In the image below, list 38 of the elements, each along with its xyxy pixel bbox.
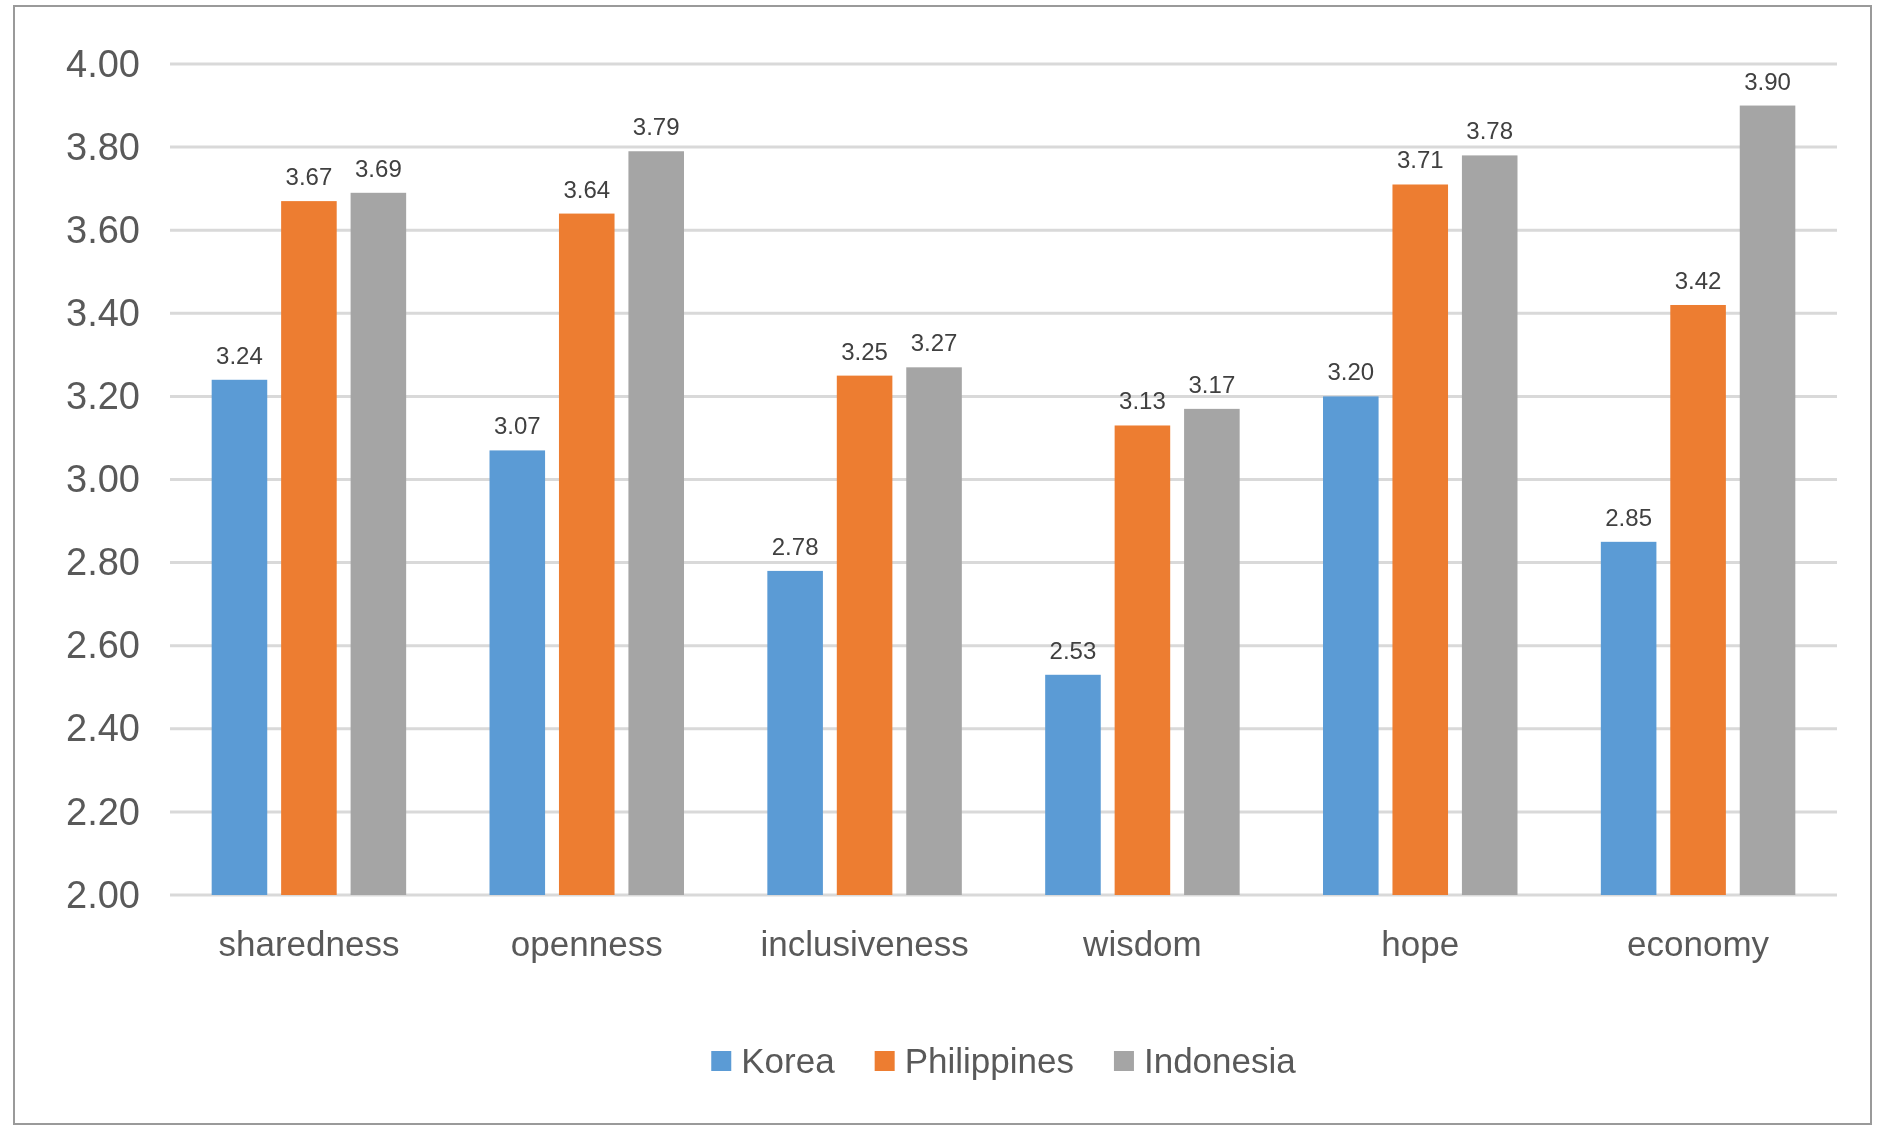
y-tick-label: 3.40 xyxy=(66,291,140,334)
data-label: 3.25 xyxy=(841,337,888,365)
y-tick-label: 2.80 xyxy=(66,541,140,584)
y-tick-label: 2.20 xyxy=(66,790,140,833)
y-tick-label: 3.20 xyxy=(66,375,140,418)
data-label: 3.79 xyxy=(632,113,680,141)
data-label: 2.53 xyxy=(1049,636,1097,664)
y-tick-label: 4.00 xyxy=(66,42,140,85)
y-tick-label: 3.80 xyxy=(66,125,140,168)
x-tick-label: hope xyxy=(1381,923,1460,963)
data-label: 3.27 xyxy=(910,329,958,357)
x-tick-label: wisdom xyxy=(1082,923,1202,963)
legend-label: Korea xyxy=(741,1041,836,1080)
y-tick-label: 3.00 xyxy=(66,458,140,501)
x-tick-label: economy xyxy=(1627,923,1770,963)
data-label: 3.13 xyxy=(1119,387,1166,415)
x-tick-label: inclusiveness xyxy=(760,923,969,963)
x-tick-label: openness xyxy=(510,923,663,963)
data-label: 3.78 xyxy=(1466,117,1514,145)
y-tick-label: 2.00 xyxy=(66,873,140,916)
data-label: 3.90 xyxy=(1744,67,1791,95)
x-tick-label: sharedness xyxy=(218,923,400,963)
legend-label: Philippines xyxy=(904,1041,1074,1080)
y-tick-label: 3.60 xyxy=(66,208,140,251)
data-label: 3.71 xyxy=(1396,146,1444,174)
data-label: 3.20 xyxy=(1327,358,1375,386)
data-label: 3.07 xyxy=(493,412,541,440)
data-label: 3.24 xyxy=(216,341,263,369)
data-label: 3.64 xyxy=(563,175,611,203)
y-tick-label: 2.40 xyxy=(66,707,140,750)
data-label: 2.78 xyxy=(771,532,819,560)
data-label: 3.69 xyxy=(355,154,402,182)
data-label: 3.42 xyxy=(1674,266,1722,294)
data-label: 3.67 xyxy=(285,163,333,191)
data-label: 2.85 xyxy=(1605,503,1652,531)
data-label: 3.17 xyxy=(1188,370,1236,398)
legend-label: Indonesia xyxy=(1143,1041,1297,1080)
y-tick-label: 2.60 xyxy=(66,624,140,667)
